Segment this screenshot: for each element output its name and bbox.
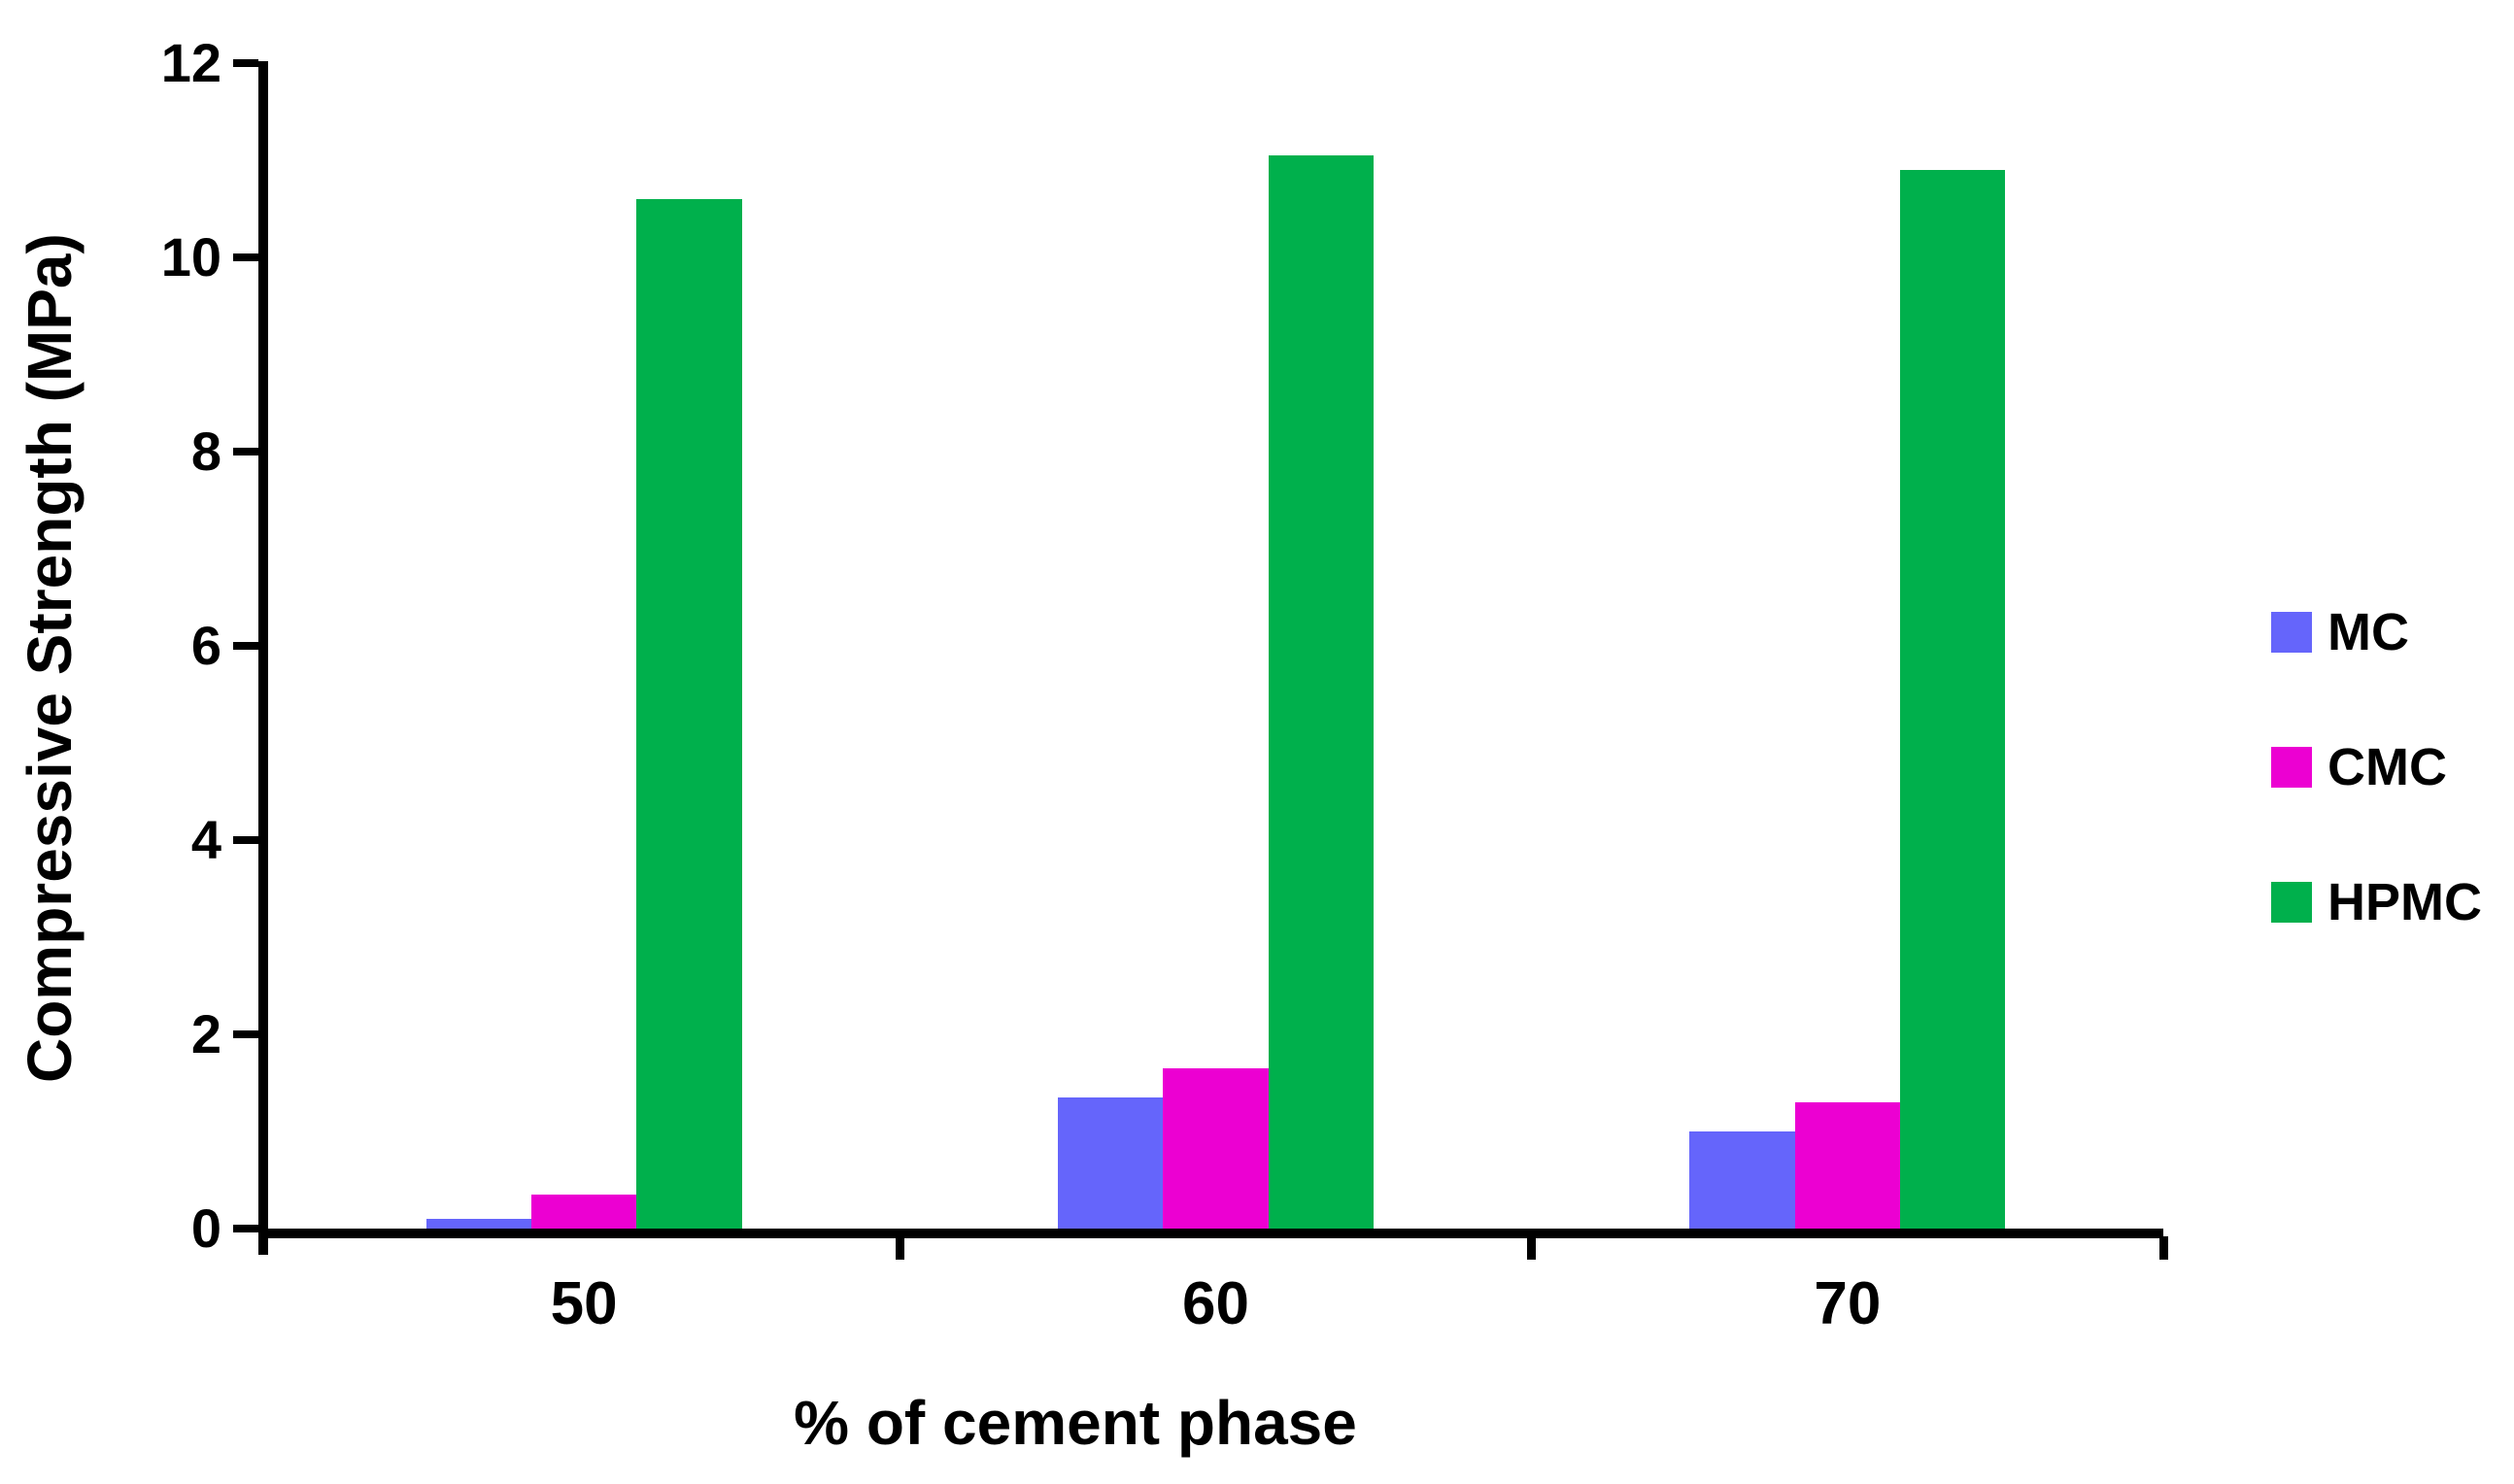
x-tick bbox=[895, 1236, 904, 1260]
y-tick bbox=[233, 1030, 258, 1038]
x-category-label: 50 bbox=[550, 1270, 618, 1337]
y-tick bbox=[233, 1225, 258, 1232]
legend: MC CMC HPMC bbox=[2271, 606, 2482, 1011]
legend-label: CMC bbox=[2327, 738, 2447, 796]
legend-swatch-mc bbox=[2271, 612, 2312, 653]
x-tick bbox=[1527, 1236, 1537, 1260]
bar-mc-50 bbox=[425, 1219, 531, 1229]
y-tick bbox=[233, 836, 258, 844]
bar-cmc-60 bbox=[1163, 1068, 1269, 1229]
y-tick-label: 0 bbox=[190, 1197, 221, 1259]
bar-cmc-50 bbox=[530, 1195, 637, 1229]
x-tick bbox=[2158, 1236, 2168, 1260]
y-tick-label: 2 bbox=[190, 1003, 221, 1064]
y-tick-label: 12 bbox=[160, 32, 221, 93]
y-tick-label: 4 bbox=[190, 809, 221, 870]
x-category-label: 60 bbox=[1182, 1270, 1249, 1337]
bar-hpmc-70 bbox=[1900, 170, 2006, 1229]
y-tick bbox=[233, 59, 258, 67]
y-tick-label: 6 bbox=[190, 615, 221, 676]
legend-swatch-cmc bbox=[2271, 747, 2312, 788]
y-tick bbox=[233, 253, 258, 261]
y-axis-line bbox=[258, 61, 268, 1255]
bar-mc-70 bbox=[1689, 1131, 1795, 1229]
legend-swatch-hpmc bbox=[2271, 882, 2312, 923]
legend-item-cmc: CMC bbox=[2271, 741, 2482, 793]
bar-hpmc-50 bbox=[636, 199, 742, 1229]
legend-item-mc: MC bbox=[2271, 606, 2482, 658]
bar-mc-60 bbox=[1057, 1097, 1164, 1229]
legend-item-hpmc: HPMC bbox=[2271, 876, 2482, 928]
x-axis-line bbox=[258, 1229, 2163, 1238]
legend-label: MC bbox=[2327, 603, 2409, 661]
legend-label: HPMC bbox=[2327, 873, 2482, 931]
bar-cmc-70 bbox=[1794, 1102, 1900, 1229]
y-tick bbox=[233, 642, 258, 650]
bar-hpmc-60 bbox=[1268, 155, 1375, 1229]
x-axis-title: % of cement phase bbox=[794, 1388, 1357, 1458]
y-tick bbox=[233, 448, 258, 455]
y-tick-label: 8 bbox=[190, 421, 221, 482]
y-tick-label: 10 bbox=[160, 226, 221, 287]
x-category-label: 70 bbox=[1814, 1270, 1882, 1337]
